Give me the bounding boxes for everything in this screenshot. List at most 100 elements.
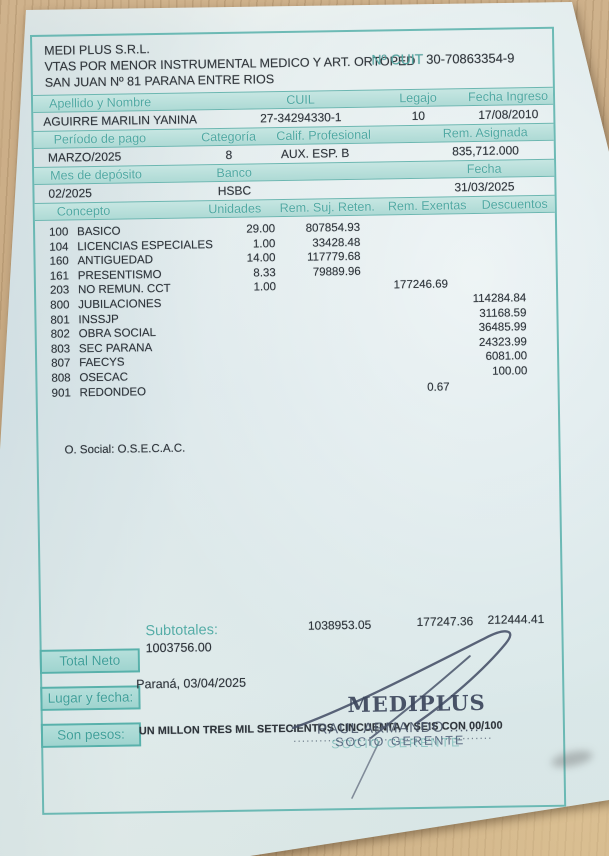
categoria-value: 8: [225, 147, 233, 162]
concept-unidades: [227, 383, 277, 398]
cuit-value: 30-70863354-9: [426, 50, 515, 67]
col-legajo: Legajo: [399, 90, 437, 106]
concept-code: 808: [51, 372, 71, 385]
col-categoria: Categoría: [201, 129, 257, 145]
concept-rem-suj: [276, 279, 361, 295]
concept-code: 801: [50, 313, 70, 327]
col-periodo: Período de pago: [53, 131, 147, 147]
calif-value: AUX. ESP. B: [280, 145, 350, 162]
col-calif: Calif. Profesional: [276, 127, 371, 144]
concept-rem-exentas: 0.67: [427, 380, 450, 394]
pen-signature-stroke: [291, 630, 512, 799]
concept-label: REDONDEO: [79, 385, 147, 399]
concept-rem-suj: 807854.93: [305, 221, 361, 235]
periodo-value: MARZO/2025: [47, 149, 122, 165]
concept-code: 104: [49, 241, 69, 254]
lugar-fecha-box: Lugar y fecha:: [40, 685, 141, 712]
col-concepto: Concepto: [56, 203, 111, 219]
total-neto-value: 1003756.00: [145, 640, 212, 656]
concept-descuentos: 114284.84: [472, 292, 527, 306]
concept-rem-suj: [277, 323, 362, 339]
col-mes-deposito: Mes de depósito: [50, 167, 143, 183]
concept-rem-exentas: [360, 234, 447, 250]
payslip-form: MEDI PLUS S.R.L. VTAS POR MENOR INSTRUME…: [30, 26, 567, 815]
concept-rem-exentas: [362, 351, 449, 367]
concept-code: 161: [49, 270, 70, 283]
concept-code: 802: [50, 328, 70, 341]
concept-unidades: 1.00: [252, 237, 276, 251]
concept-code: 160: [49, 255, 69, 268]
concept-unidades: 29.00: [246, 223, 276, 236]
concept-unidades: [227, 324, 277, 339]
concept-descuentos: 36485.99: [478, 321, 527, 335]
col-descuentos: Descuentos: [481, 196, 548, 212]
concept-rem-exentas: 177246.69: [393, 278, 449, 292]
concept-unidades: [227, 339, 277, 354]
concept-code: 100: [49, 226, 69, 239]
concept-unidades: [227, 368, 277, 383]
col-banco: Banco: [216, 165, 253, 181]
stamp-company-name: MEDIPLUS: [347, 690, 486, 718]
company-header: MEDI PLUS S.R.L. VTAS POR MENOR INSTRUME…: [32, 29, 553, 95]
concept-rem-exentas: [360, 219, 447, 235]
concept-rem-suj: [277, 338, 362, 354]
rem-asignada-value: 835,712.000: [452, 143, 519, 159]
concept-code: 203: [49, 284, 70, 298]
concept-descuentos: 100.00: [492, 365, 528, 378]
concept-unidades: [226, 295, 276, 310]
concept-descuentos: [449, 379, 527, 395]
concept-rem-suj: 117779.68: [306, 251, 361, 264]
concept-rem-suj: [276, 308, 361, 324]
col-rem-exentas: Rem. Exentas: [387, 198, 467, 214]
lugar-fecha-value: Paraná, 03/04/2025: [136, 675, 247, 692]
concept-code: 803: [50, 343, 71, 356]
concept-rem-suj: [276, 294, 361, 310]
mes-deposito-value: 02/2025: [48, 186, 92, 201]
totals-section: Subtotales: 1038953.05 177247.36 212444.…: [39, 449, 564, 799]
col-fecha-ingreso: Fecha Ingreso: [467, 88, 549, 105]
concept-rem-exentas: [362, 365, 449, 381]
son-pesos-box: Son pesos:: [40, 722, 142, 749]
col-rem-asignada: Rem. Asignada: [442, 125, 528, 141]
stamp-role: SOCIO GERENTE: [335, 733, 466, 750]
concept-descuentos: [447, 247, 525, 263]
concept-code: 901: [51, 386, 71, 400]
banco-value: HSBC: [217, 183, 252, 199]
concept-code: 800: [50, 299, 70, 312]
employee-cuil: 27-34294330-1: [260, 110, 342, 126]
concept-descuentos: [447, 218, 525, 234]
col-apellido-nombre: Apellido y Nombre: [48, 95, 152, 111]
concept-rem-exentas: [361, 292, 448, 308]
concept-rem-suj: 79889.96: [312, 265, 361, 279]
concept-descuentos: 24323.99: [478, 335, 527, 349]
concept-rem-exentas: [362, 336, 449, 352]
concept-unidades: 8.33: [253, 266, 276, 280]
employee-legajo: 10: [411, 108, 426, 124]
concept-rem-suj: [277, 381, 362, 397]
concept-rem-suj: [277, 352, 362, 368]
col-cuil: CUIL: [286, 92, 315, 107]
total-neto-box: Total Neto: [39, 648, 141, 675]
concept-rem-exentas: [361, 307, 448, 323]
col-unidades: Unidades: [208, 201, 262, 217]
concept-rem-exentas: [361, 263, 448, 279]
concept-descuentos: [447, 233, 525, 249]
concepts-table: 100 BASICO 29.00 807854.93 104 LICENCIAS…: [35, 213, 558, 401]
employee-name: AGUIRRE MARILIN YANINA: [43, 112, 198, 129]
concept-unidades: [227, 354, 277, 369]
col-rem-suj: Rem. Suj. Reten.: [279, 199, 375, 216]
signature-block: MEDIPLUS ...............................…: [273, 599, 556, 803]
concept-rem-suj: 33428.48: [312, 236, 361, 250]
concept-rem-exentas: [362, 322, 449, 338]
cuit-field: Nº CUIT 30-70863354-9: [371, 49, 514, 68]
concept-descuentos: 31168.59: [479, 306, 527, 320]
concept-unidades: [226, 310, 276, 325]
concept-descuentos: [448, 262, 526, 278]
employee-fecha-ingreso: 17/08/2010: [478, 107, 539, 122]
concept-unidades: 1.00: [253, 281, 277, 294]
concept-rem-suj: [277, 367, 362, 383]
concept-code: 807: [51, 357, 71, 371]
